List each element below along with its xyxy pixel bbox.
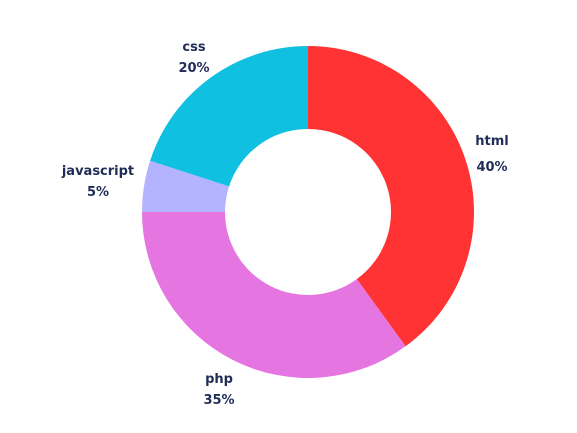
slice-css[interactable] [150, 46, 308, 187]
slice-value-javascript: 5% [87, 185, 109, 200]
slice-value-css: 20% [178, 61, 209, 76]
slice-javascript[interactable] [142, 160, 230, 212]
slice-php[interactable] [142, 212, 406, 378]
slice-label-html: html [475, 134, 508, 149]
donut-slices [142, 46, 474, 378]
slice-value-php: 35% [203, 393, 234, 408]
slice-value-html: 40% [476, 160, 507, 175]
slice-label-css: css [182, 40, 205, 55]
slice-labels: html 40% php 35% javascript 5% css 20% [61, 40, 509, 408]
slice-html[interactable] [308, 46, 474, 347]
slice-label-php: php [205, 372, 233, 387]
slice-label-javascript: javascript [61, 164, 134, 179]
